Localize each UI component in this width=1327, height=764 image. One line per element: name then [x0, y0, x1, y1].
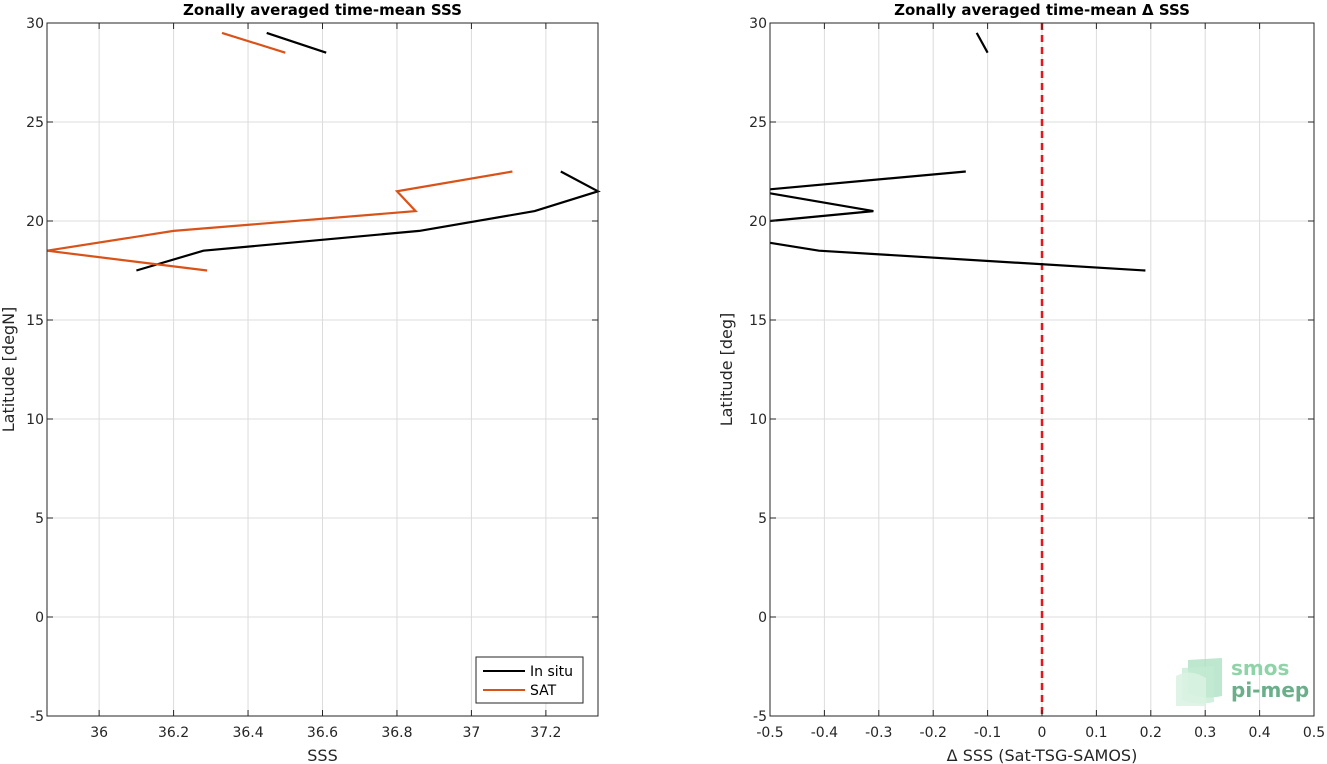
- left-data: [46, 31, 601, 272]
- right-x-axis-label: Δ SSS (Sat-TSG-SAMOS): [947, 746, 1138, 764]
- logo: smos pi-mep: [1176, 656, 1309, 706]
- logo-wave-icon: [1176, 658, 1222, 706]
- left-x-tick-label: 36.6: [307, 725, 338, 741]
- right-y-axis-label: Latitude [deg]: [717, 313, 736, 427]
- left-y-tick-label: 20: [26, 214, 44, 230]
- right-x-tick-label: 0.5: [1303, 725, 1325, 741]
- left-title: Zonally averaged time-mean SSS: [183, 1, 462, 19]
- right-x-tick-label: 0.2: [1140, 725, 1162, 741]
- right-x-tick-label: -0.4: [811, 725, 838, 741]
- right-x-tick-label: 0.3: [1194, 725, 1216, 741]
- legend: In situ SAT: [475, 656, 584, 704]
- right-y-tick-label: 20: [749, 214, 767, 230]
- left-y-tick-label: 25: [26, 115, 44, 131]
- right-title: Zonally averaged time-mean Δ SSS: [894, 1, 1190, 19]
- legend-box: [475, 656, 584, 704]
- left-x-axis-label: SSS: [307, 746, 337, 764]
- right-x-tick-label: 0.4: [1248, 725, 1270, 741]
- left-x-tick-label: 36.2: [158, 725, 189, 741]
- right-y-tick-label: 10: [749, 412, 767, 428]
- right-series-line-delta-sss: [975, 32, 989, 54]
- left-y-tick-label: 10: [26, 412, 44, 428]
- left-y-axis-label: Latitude [degN]: [0, 307, 18, 433]
- right-y-tick-label: 25: [749, 115, 767, 131]
- right-x-tick-label: -0.3: [865, 725, 892, 741]
- left-x-tick-label: 36.8: [381, 725, 412, 741]
- left-x-tick-label: 36: [90, 725, 108, 741]
- left-y-tick-label: 5: [35, 511, 44, 527]
- right-y-tick-label: 30: [749, 16, 767, 32]
- right-y-tick-label: 15: [749, 313, 767, 329]
- right-y-tick-label: 5: [758, 511, 767, 527]
- right-series-line-delta-sss: [769, 192, 874, 223]
- left-series-line-sat: [46, 170, 513, 272]
- left-series-line-in-situ: [266, 31, 327, 54]
- left-x-tick-label: 36.4: [232, 725, 263, 741]
- right-x-tick-label: 0.1: [1085, 725, 1107, 741]
- left-y-tick-label: -5: [30, 709, 44, 725]
- logo-text-pi-mep: pi-mep: [1231, 678, 1309, 702]
- left-x-tick-label: 37: [463, 725, 481, 741]
- right-x-tick-label: -0.2: [920, 725, 947, 741]
- left-y-tick-label: 15: [26, 313, 44, 329]
- right-x-tick-label: 0: [1038, 725, 1047, 741]
- legend-label-in-situ: In situ: [530, 664, 573, 680]
- left-x-tick-label: 37.2: [530, 725, 561, 741]
- right-y-tick-label: -5: [753, 709, 767, 725]
- right-y-tick-label: 0: [758, 610, 767, 626]
- right-data: [769, 23, 1146, 716]
- left-series-line-in-situ: [136, 170, 601, 272]
- left-ticks: 36 36.2 36.4 36.6 36.8 37 37.2 -5 0 5 10 15 20 25 30: [26, 16, 598, 741]
- left-y-tick-label: 30: [26, 16, 44, 32]
- left-y-tick-label: 0: [35, 610, 44, 626]
- legend-label-sat: SAT: [530, 683, 557, 699]
- right-chart: -0.5 -0.4 -0.3 -0.2 -0.1 0 0.1 0.2 0.3 0.4 0.5 -5 0 5…: [717, 1, 1325, 764]
- right-series-line-delta-sss: [769, 241, 1146, 272]
- logo-text-smos: smos: [1231, 656, 1289, 680]
- right-x-tick-label: -0.5: [756, 725, 783, 741]
- right-series-line-delta-sss: [769, 170, 966, 191]
- left-chart: 36 36.2 36.4 36.6 36.8 37 37.2 -5 0 5 10 15 20 25 30 Z…: [0, 1, 601, 764]
- right-x-tick-label: -0.1: [974, 725, 1001, 741]
- right-ticks: -0.5 -0.4 -0.3 -0.2 -0.1 0 0.1 0.2 0.3 0.4 0.5 -5 0 5…: [749, 16, 1325, 741]
- left-series-line-sat: [221, 31, 286, 54]
